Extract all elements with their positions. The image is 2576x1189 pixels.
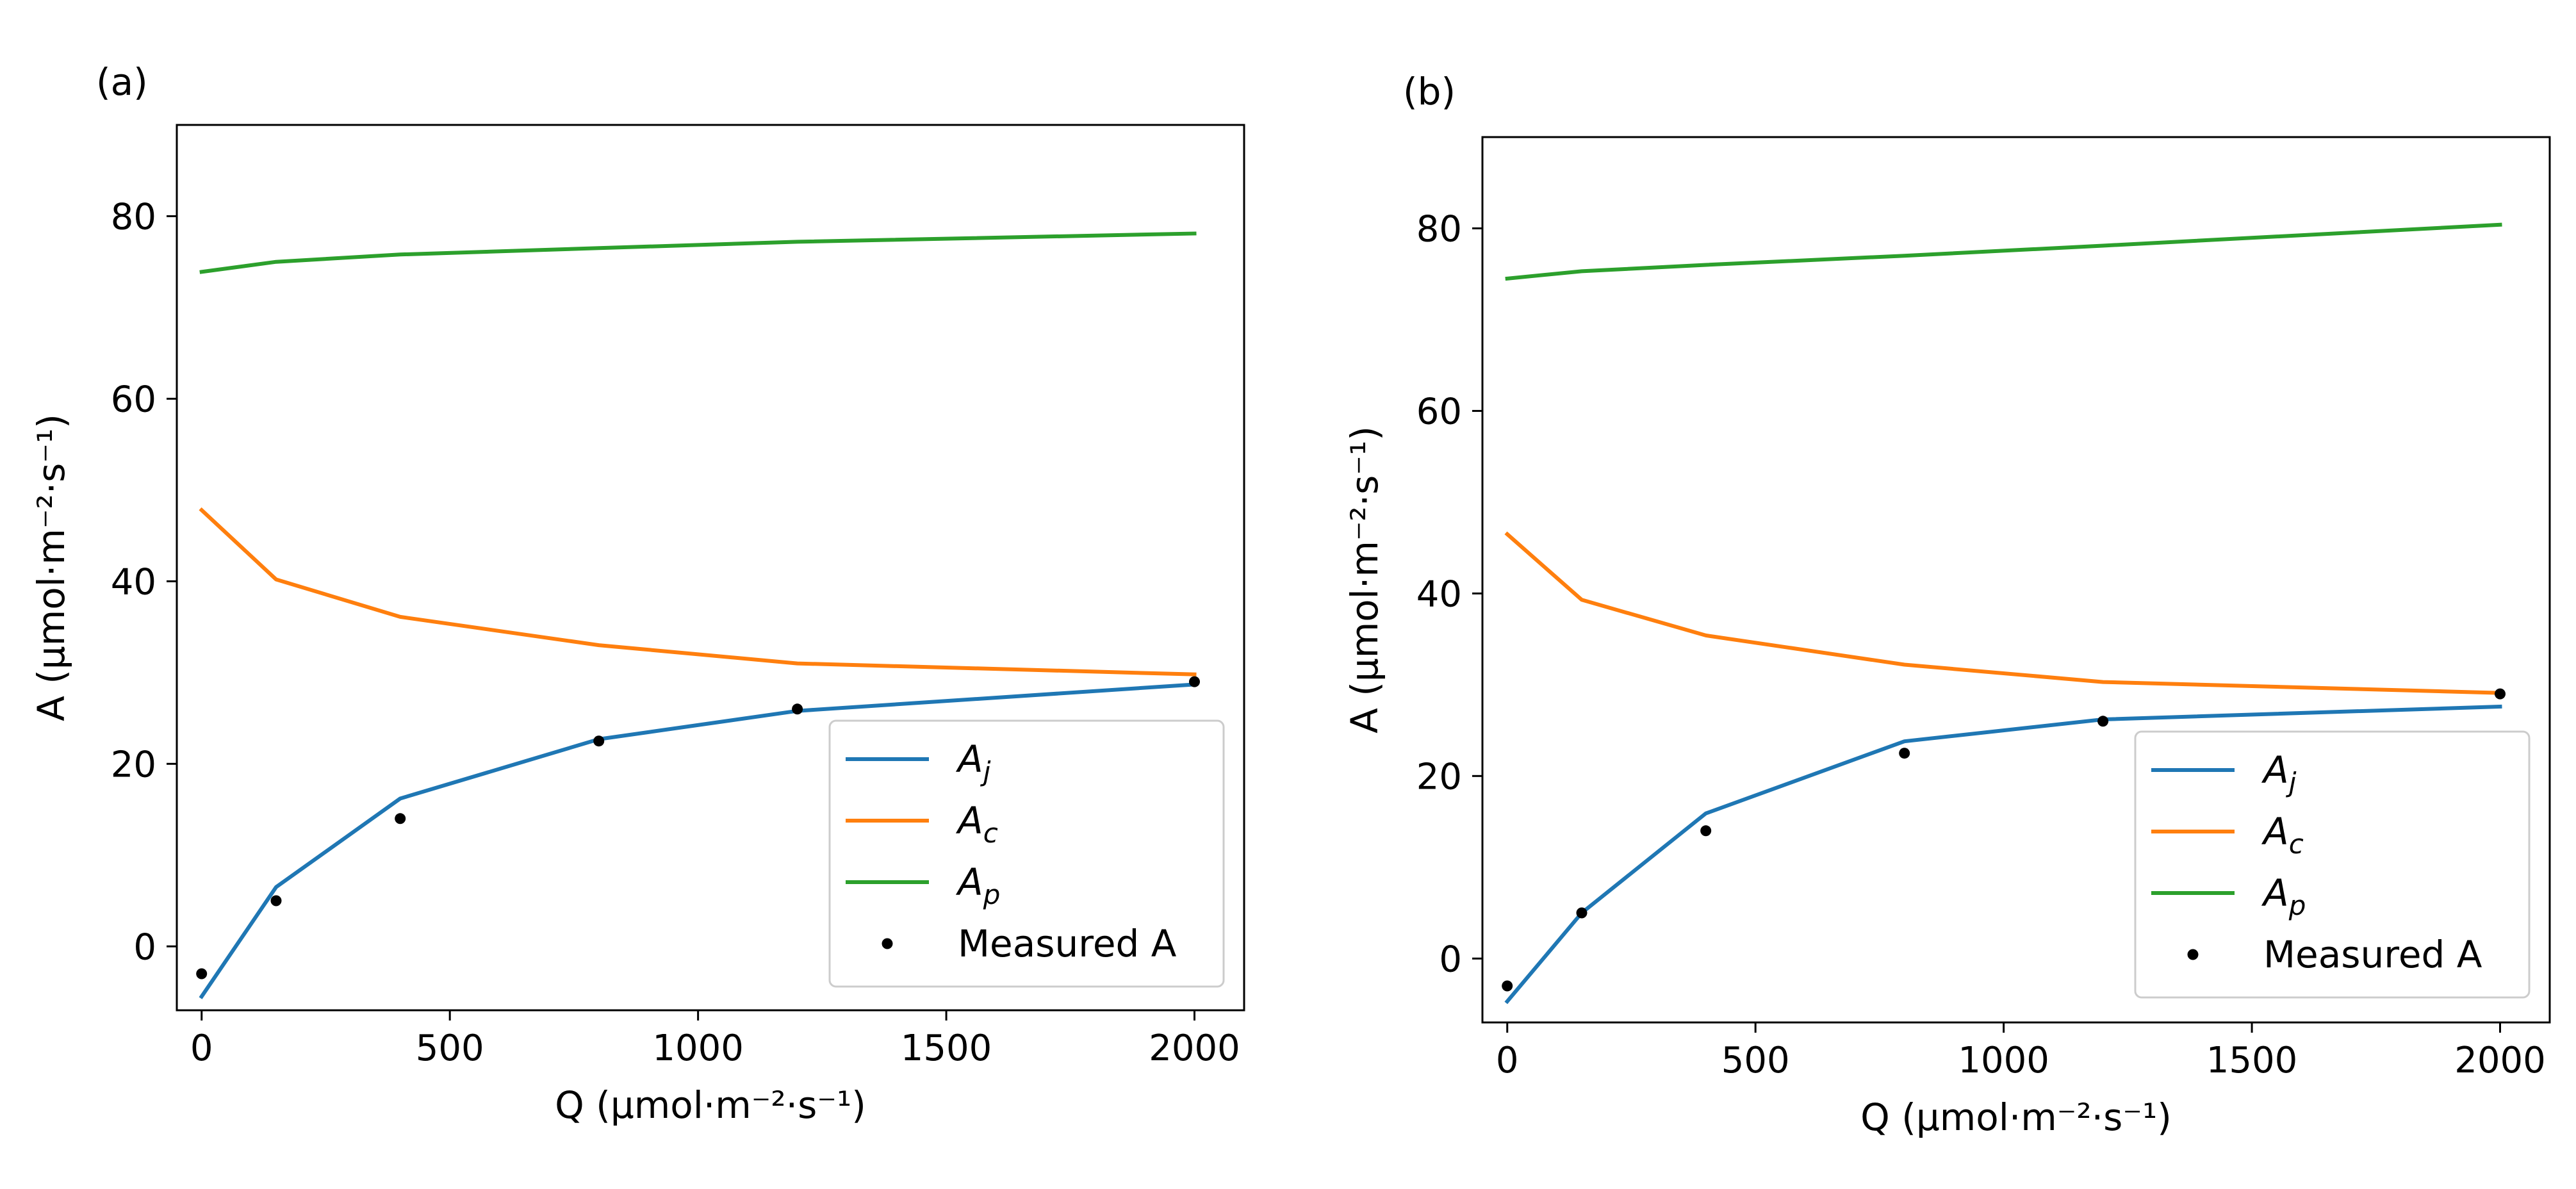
legend-label-Ap: Ap [955, 860, 1000, 910]
measured-point [1576, 907, 1587, 919]
y-tick-label: 20 [111, 744, 156, 785]
legend-label-subscript: p [983, 879, 1001, 910]
series-line-Aj [1504, 704, 2502, 1004]
y-axis-label: A (μmol·m⁻²·s⁻¹) [29, 414, 73, 721]
x-tick-label: 2000 [1149, 1028, 1240, 1069]
measured-point [1899, 748, 1910, 759]
legend-marker-measured [2187, 949, 2199, 960]
chart-panel-b: (b) 0 500 1000 1500 2000 0 20 40 60 80 Q (μmol·m⁻²·… [1343, 70, 2551, 1139]
legend-label-subscript: p [2288, 890, 2306, 921]
panel-label: (a) [96, 60, 148, 104]
legend-label-Aj: Aj [2261, 748, 2297, 798]
measured-point [196, 968, 208, 980]
x-tick-label: 500 [416, 1028, 484, 1069]
x-axis-label: Q (μmol·m⁻²·s⁻¹) [555, 1083, 866, 1127]
x-tick-label: 1500 [2206, 1040, 2298, 1081]
legend-label-main: A [2261, 748, 2289, 792]
y-tick-label: 40 [111, 561, 156, 603]
legend-label-measured: Measured A [958, 922, 1177, 965]
measured-point [792, 703, 803, 715]
legend-label-main: A [955, 737, 983, 781]
legend-label-subscript: j [2286, 767, 2297, 798]
legend-label-main: A [2261, 871, 2289, 915]
plot-frame [1481, 136, 2551, 1024]
series-line-Ap [199, 231, 1197, 274]
legend-box [2134, 730, 2531, 999]
panel-label: (b) [1403, 70, 1456, 113]
measured-point [2097, 716, 2109, 727]
y-tick-label: 80 [111, 196, 156, 238]
measured-point [1700, 825, 1712, 837]
measured-point [593, 735, 605, 747]
y-tick-label: 0 [1439, 939, 1462, 980]
legend-label-Aj: Aj [955, 737, 991, 787]
x-tick-label: 0 [1496, 1040, 1519, 1081]
legend-marker-measured [882, 938, 893, 949]
legend-label-Ac: Ac [2261, 810, 2304, 860]
measured-point [270, 895, 282, 906]
legend-label-measured: Measured A [2263, 933, 2482, 976]
plot-frame [176, 124, 1245, 1012]
legend-label-subscript: c [983, 817, 998, 849]
y-tick-label: 20 [1416, 756, 1462, 798]
x-tick-label: 1000 [1958, 1040, 2049, 1081]
y-tick-label: 40 [1416, 573, 1462, 615]
x-tick-label: 1500 [901, 1028, 992, 1069]
x-axis-label: Q (μmol·m⁻²·s⁻¹) [1860, 1095, 2172, 1139]
legend-label-main: A [955, 860, 983, 904]
series-line-Ac [199, 507, 1197, 676]
measured-point [1189, 676, 1200, 687]
y-tick-label: 60 [1416, 391, 1462, 432]
legend-label-subscript: c [2289, 828, 2304, 860]
y-tick-label: 0 [133, 926, 156, 968]
legend-label-Ac: Ac [955, 799, 998, 849]
x-tick-label: 0 [190, 1028, 213, 1069]
y-tick-label: 60 [111, 379, 156, 420]
series-line-Aj [199, 682, 1197, 999]
x-tick-label: 500 [1721, 1040, 1790, 1081]
series-line-Ac [1504, 531, 2502, 695]
legend-label-Ap: Ap [2261, 871, 2306, 921]
legend-label-main: A [2261, 810, 2289, 853]
y-tick-label: 80 [1416, 208, 1462, 250]
series-line-Ap [1505, 222, 2502, 281]
chart-panel-a: (a) 0 500 1000 1500 2000 0 20 40 60 80 Q (μmol·m⁻²·… [29, 60, 1245, 1127]
x-tick-label: 1000 [652, 1028, 744, 1069]
measured-point [395, 813, 406, 824]
measured-point [2495, 688, 2506, 700]
measured-point [1502, 980, 1513, 992]
y-axis-label: A (μmol·m⁻²·s⁻¹) [1343, 426, 1386, 734]
x-tick-label: 2000 [2454, 1040, 2546, 1081]
legend-label-subscript: j [980, 756, 991, 787]
legend-box [828, 719, 1225, 988]
legend-label-main: A [955, 799, 983, 842]
